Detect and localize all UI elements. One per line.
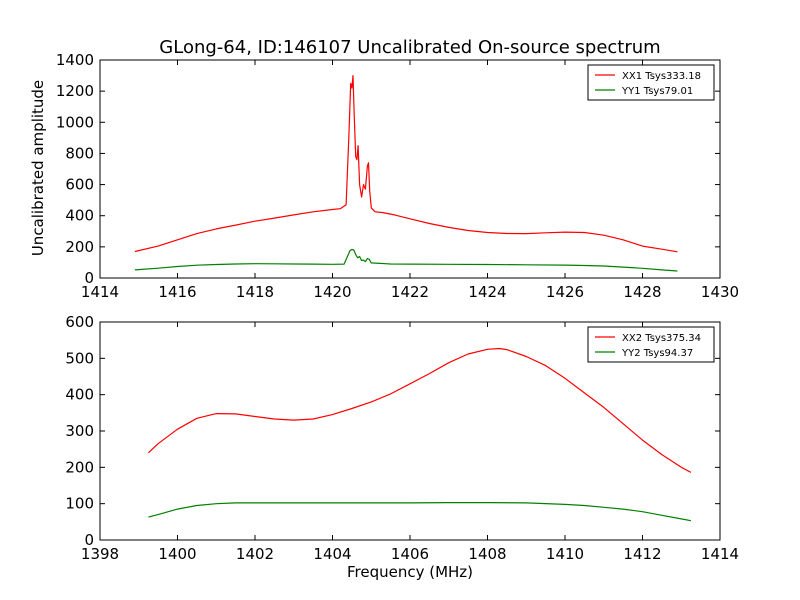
y-tick-label: 0 xyxy=(84,269,94,287)
x-tick-label: 1416 xyxy=(158,283,196,301)
x-tick-label: 1420 xyxy=(313,283,351,301)
x-tick-label: 1406 xyxy=(391,545,429,563)
legend-box xyxy=(587,64,715,101)
y-tick-label: 300 xyxy=(65,422,94,440)
y-axis-title: Uncalibrated amplitude xyxy=(29,80,47,256)
top-spectrum-panel: 1414 1416 1418 1420 1422 1424 1426 1428 1430 0 200… xyxy=(56,51,739,301)
y-tick-label: 1400 xyxy=(56,51,94,69)
y-tick-label: 600 xyxy=(65,176,94,194)
figure-title: GLong-64, ID:146107 Uncalibrated On-sour… xyxy=(159,37,660,58)
y-tick-label: 400 xyxy=(65,207,94,225)
y-tick-label: 800 xyxy=(65,144,94,162)
x-tick-label: 1402 xyxy=(236,545,274,563)
y-tick-label: 0 xyxy=(84,531,94,549)
x-tick-label: 1400 xyxy=(158,545,196,563)
y-tick-label: 1000 xyxy=(56,113,94,131)
x-tick-label: 1430 xyxy=(701,283,739,301)
y-tick-label: 400 xyxy=(65,386,94,404)
series-line-xx xyxy=(147,347,692,473)
x-tick-label: 1426 xyxy=(546,283,584,301)
series-line-xx xyxy=(134,74,678,253)
bottom-spectrum-panel: 1398 1400 1402 1404 1406 1408 1410 1412 1414 0 100… xyxy=(65,313,739,563)
x-tick-label: 1428 xyxy=(623,283,661,301)
legend-box xyxy=(587,326,715,363)
y-tick-label: 600 xyxy=(65,313,94,331)
x-tick-label: 1418 xyxy=(236,283,274,301)
series-line-yy xyxy=(134,248,678,272)
x-tick-label: 1414 xyxy=(81,283,119,301)
y-tick-label: 100 xyxy=(65,495,94,513)
x-tick-label: 1412 xyxy=(623,545,661,563)
legend-label: XX1 Tsys333.18 xyxy=(622,71,701,82)
y-tick-label: 200 xyxy=(65,238,94,256)
x-tick-label: 1414 xyxy=(701,545,739,563)
legend-label: XX2 Tsys375.34 xyxy=(622,333,701,344)
x-tick-label: 1424 xyxy=(468,283,506,301)
legend-label: YY2 Tsys94.37 xyxy=(621,348,693,359)
y-tick-label: 200 xyxy=(65,458,94,476)
x-tick-label: 1404 xyxy=(313,545,351,563)
y-tick-label: 500 xyxy=(65,349,94,367)
series-line-yy xyxy=(148,502,692,522)
legend-label: YY1 Tsys79.01 xyxy=(621,86,693,97)
legend: XX2 Tsys375.34 YY2 Tsys94.37 xyxy=(587,326,715,363)
x-tick-label: 1410 xyxy=(546,545,584,563)
legend: XX1 Tsys333.18 YY1 Tsys79.01 xyxy=(587,64,715,101)
y-tick-label: 1200 xyxy=(56,82,94,100)
x-tick-label: 1408 xyxy=(468,545,506,563)
x-tick-label: 1398 xyxy=(81,545,119,563)
x-axis-title: Frequency (MHz) xyxy=(347,563,473,581)
x-tick-label: 1422 xyxy=(391,283,429,301)
